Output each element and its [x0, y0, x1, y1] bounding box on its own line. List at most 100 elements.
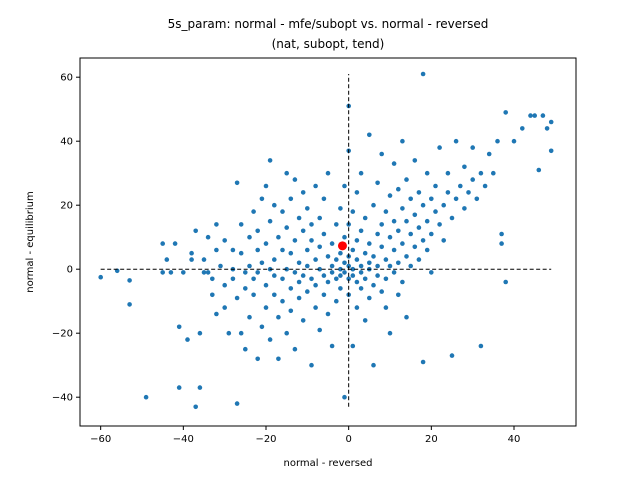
data-point: [205, 270, 211, 275]
data-point: [255, 247, 260, 253]
data-point: [433, 183, 438, 189]
data-point: [284, 225, 290, 230]
data-point: [379, 244, 385, 250]
y-tick-label: 60: [60, 73, 73, 84]
data-point: [218, 263, 223, 269]
data-point: [350, 343, 356, 349]
data-point: [449, 353, 455, 358]
data-point: [292, 346, 298, 352]
x-tick-label: −40: [173, 434, 194, 445]
data-point: [280, 209, 285, 214]
data-point: [317, 244, 323, 250]
data-point: [193, 228, 198, 234]
data-point: [267, 218, 273, 224]
data-point: [375, 180, 380, 186]
data-point: [300, 190, 306, 195]
data-point: [251, 276, 256, 282]
data-point: [338, 206, 343, 211]
data-point: [358, 286, 364, 291]
data-point: [424, 247, 430, 253]
data-point: [474, 196, 480, 202]
data-point: [172, 241, 178, 246]
data-point: [164, 257, 170, 262]
data-point: [503, 279, 509, 285]
data-point: [222, 238, 227, 243]
data-point: [288, 308, 294, 314]
data-point: [234, 180, 240, 186]
data-point: [420, 71, 426, 77]
data-point: [296, 260, 302, 266]
data-point: [532, 113, 537, 118]
data-point: [350, 209, 356, 214]
data-point: [540, 113, 546, 118]
data-point: [272, 257, 277, 262]
data-point: [329, 241, 335, 246]
data-point: [548, 119, 554, 125]
data-point: [412, 212, 418, 218]
data-point: [404, 254, 409, 259]
data-point: [334, 257, 339, 262]
data-point: [342, 260, 347, 266]
data-point: [362, 318, 368, 323]
data-point: [367, 260, 372, 266]
data-point: [478, 343, 484, 349]
data-point: [243, 346, 248, 352]
data-point: [466, 190, 471, 195]
data-point: [342, 394, 347, 400]
data-point: [329, 263, 335, 269]
data-point: [371, 282, 376, 288]
data-point: [284, 330, 290, 336]
data-point: [371, 362, 376, 368]
data-point: [296, 215, 302, 221]
data-point: [255, 228, 260, 234]
plot-area: [98, 71, 554, 410]
data-point: [214, 311, 219, 317]
data-point: [338, 266, 343, 272]
data-point: [284, 266, 290, 272]
data-point: [383, 257, 389, 262]
data-point: [358, 263, 364, 269]
y-tick-label: 0: [67, 265, 73, 276]
data-point: [371, 202, 376, 208]
data-point: [263, 183, 269, 189]
data-point: [367, 132, 372, 138]
data-point: [276, 234, 281, 240]
data-point: [243, 270, 248, 275]
data-point: [482, 183, 488, 189]
data-point: [437, 222, 442, 227]
data-point: [176, 385, 182, 390]
data-point: [470, 177, 476, 182]
data-point: [176, 324, 182, 330]
data-point: [334, 222, 339, 227]
data-point: [429, 231, 434, 237]
data-point: [371, 254, 376, 259]
data-point: [342, 183, 347, 189]
data-point: [429, 270, 434, 275]
data-point: [272, 202, 277, 208]
data-point: [375, 273, 380, 278]
x-tick-label: 0: [345, 434, 351, 445]
data-point: [437, 145, 442, 150]
data-point: [210, 292, 215, 298]
data-point: [396, 260, 401, 266]
data-point: [346, 276, 352, 282]
data-point: [272, 273, 277, 278]
data-point: [230, 276, 236, 282]
y-tick-label: −40: [52, 393, 73, 404]
data-point: [462, 164, 467, 170]
data-point: [305, 247, 310, 253]
data-point: [276, 356, 281, 362]
data-point: [325, 254, 331, 259]
data-point: [98, 274, 103, 280]
data-point: [267, 337, 273, 342]
data-point: [143, 394, 149, 400]
data-point: [358, 270, 364, 275]
data-point: [263, 282, 269, 288]
data-point: [408, 196, 414, 202]
data-point: [358, 170, 364, 176]
data-point: [189, 250, 194, 256]
data-point: [441, 238, 447, 243]
data-point: [247, 263, 252, 269]
data-point: [396, 228, 401, 234]
